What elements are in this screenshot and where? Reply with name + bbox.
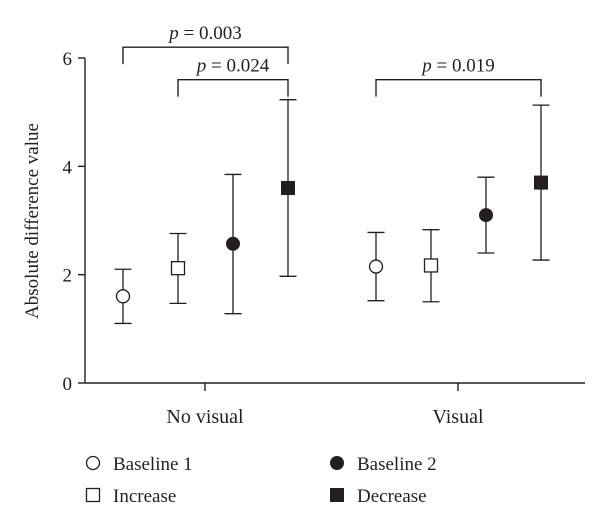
x-tick-label: Visual bbox=[432, 406, 483, 428]
data-markers bbox=[115, 175, 548, 304]
significance-bracket bbox=[375, 78, 542, 97]
legend-label: Baseline 2 bbox=[357, 454, 437, 475]
significance-bracket bbox=[122, 46, 289, 65]
marker-open-circle bbox=[115, 289, 131, 304]
marker-filled-square bbox=[534, 175, 548, 190]
marker-open-circle bbox=[368, 259, 384, 274]
marker-filled-circle bbox=[479, 208, 493, 223]
y-tick-label: 6 bbox=[63, 49, 73, 70]
y-axis-label: Absolute difference value bbox=[22, 123, 43, 319]
significance-bracket bbox=[177, 78, 289, 97]
y-ticks: 0 2 4 6 bbox=[63, 49, 85, 395]
marker-filled-square bbox=[330, 488, 344, 502]
legend-label: Baseline 1 bbox=[113, 454, 193, 475]
x-ticks: No visual Visual bbox=[166, 383, 484, 428]
marker-open-square bbox=[170, 261, 186, 276]
significance-label: p = 0.003 bbox=[167, 23, 241, 44]
marker-filled-circle bbox=[330, 456, 344, 470]
y-tick-label: 0 bbox=[63, 374, 73, 395]
y-tick-label: 4 bbox=[63, 157, 73, 178]
x-tick-label: No visual bbox=[166, 406, 244, 428]
legend-label: Increase bbox=[113, 486, 176, 507]
marker-open-square bbox=[423, 258, 439, 273]
significance-label: p = 0.019 bbox=[420, 56, 494, 77]
legend-label: Decrease bbox=[357, 486, 427, 507]
marker-open-square bbox=[85, 487, 101, 503]
significance-brackets: p = 0.003 p = 0.024 p = 0.019 bbox=[122, 23, 542, 97]
marker-open-circle bbox=[85, 455, 101, 471]
significance-label: p = 0.024 bbox=[195, 56, 270, 77]
legend: Baseline 1 Baseline 2 Increase Decrease bbox=[85, 454, 437, 507]
marker-filled-square bbox=[281, 181, 295, 195]
marker-filled-circle bbox=[226, 236, 240, 251]
y-tick-label: 2 bbox=[63, 266, 73, 287]
